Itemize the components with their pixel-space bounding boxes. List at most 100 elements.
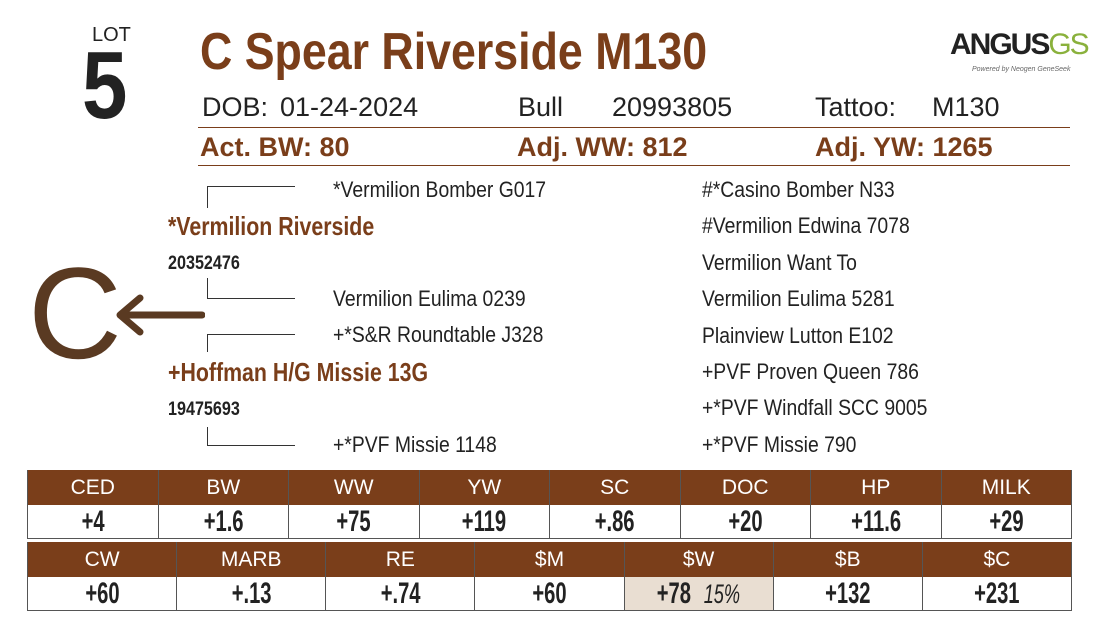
epd-header: WW	[289, 470, 420, 505]
weight: Adj. WW: 812	[517, 132, 688, 162]
weight: Adj. YW: 1265	[815, 132, 993, 162]
tattoo: M130	[932, 92, 1000, 122]
epd-value-text: +231	[969, 577, 1024, 611]
dam-sire: +*S&R Roundtable J328	[333, 322, 544, 347]
ancestor: Plainview Lutton E102	[702, 322, 894, 348]
value: +.86	[594, 505, 635, 538]
sex: Bull	[518, 92, 564, 122]
divider	[198, 165, 1070, 166]
epd-value: +.86	[550, 505, 681, 539]
epd-value: +132	[773, 577, 923, 611]
dob: 01-24-2024	[280, 92, 419, 122]
epd-value: +60	[28, 577, 178, 611]
epd-header-row: CW MARB RE $M $W $B $C	[27, 542, 1072, 577]
epd-value-text: +11.6	[845, 505, 906, 539]
epd-value: +.74	[326, 577, 476, 611]
epd-header: HP	[811, 470, 942, 505]
value: +29	[989, 505, 1024, 538]
value: +60	[84, 577, 120, 610]
divider	[198, 127, 1070, 128]
ancestor: #Vermilion Edwina 7078	[702, 213, 910, 239]
epd-header: CED	[28, 470, 159, 505]
value: +75	[336, 505, 371, 538]
logo: ANGUSGS	[950, 28, 1090, 61]
value: +1.6	[203, 505, 244, 538]
value: +78	[656, 577, 692, 610]
dam: +Hoffman H/G Missie 13G	[168, 357, 429, 387]
epd-value: +4	[28, 505, 159, 539]
value: +60	[532, 577, 567, 610]
lot-label: LOT	[92, 24, 131, 46]
value: +20	[728, 505, 763, 538]
epd-value-text: +1.6	[199, 505, 248, 539]
value: +11.6	[850, 505, 901, 538]
epd-value: +20	[680, 505, 811, 539]
epd-value-text: +.74	[376, 577, 425, 611]
epd-header: MARB	[177, 542, 327, 577]
bracket	[207, 334, 208, 352]
epd-value-text: +.13	[227, 577, 276, 611]
dob-label: DOB:	[202, 92, 269, 122]
bracket	[207, 445, 295, 446]
bracket	[207, 186, 208, 208]
epd-value: +60	[475, 577, 625, 611]
epd-header: $M	[475, 542, 625, 577]
epd-value: +29	[941, 505, 1072, 539]
epd-header: $B	[773, 542, 923, 577]
sire-registration: 20352476	[168, 253, 240, 274]
ancestor: Vermilion Want To	[702, 249, 857, 275]
ancestor: #*Casino Bomber N33	[702, 177, 895, 202]
percentile: 15%	[703, 579, 741, 609]
dam-registration: 19475693	[168, 399, 240, 420]
epd-value-text: +4	[79, 505, 107, 539]
epd-header: RE	[326, 542, 476, 577]
value: +.13	[231, 577, 272, 610]
dam-dam: +*PVF Missie 1148	[333, 432, 497, 457]
epd-header: CW	[28, 542, 178, 577]
epd-header-row: CED BW WW YW SC DOC HP MILK	[27, 470, 1072, 505]
epd-value-text: +60	[81, 577, 123, 611]
epd-value: +75	[289, 505, 420, 539]
epd-value: +1.6	[158, 505, 289, 539]
registration: 20993805	[612, 92, 733, 122]
bracket	[207, 278, 208, 298]
arrow	[116, 294, 205, 336]
logo-accent: GS	[1048, 28, 1089, 61]
bracket	[207, 186, 295, 187]
epd-value-row: +60 +.13 +.74 +60 +78 15% +132 +231	[27, 577, 1072, 611]
epd-header: $C	[922, 542, 1072, 577]
value: +132	[825, 577, 871, 610]
logo-tagline: Powered by Neogen GeneSeek	[972, 66, 1071, 73]
bracket	[207, 334, 295, 335]
epd-value: +.13	[177, 577, 327, 611]
epd-header: YW	[419, 470, 550, 505]
bracket	[207, 298, 295, 299]
ancestor: +PVF Proven Queen 786	[702, 359, 919, 384]
arrow-path	[116, 294, 205, 336]
animal-name: C Spear Riverside M130	[200, 23, 708, 81]
epd-value-text: +.86	[590, 505, 639, 539]
epd-value: +231	[922, 577, 1072, 611]
sire-dam: Vermilion Eulima 0239	[333, 286, 526, 311]
epd-value: +119	[419, 505, 550, 539]
ancestor: Vermilion Eulima 5281	[702, 286, 895, 312]
epd-value-text: +29	[985, 505, 1027, 539]
value: +4	[81, 505, 105, 538]
epd-value-text: +78 15%	[653, 577, 744, 611]
value: +.74	[380, 577, 421, 610]
ancestor: +*PVF Missie 790	[702, 431, 857, 457]
epd-header: $W	[624, 542, 774, 577]
epd-value-text: +132	[820, 577, 875, 611]
value: +231	[974, 577, 1020, 610]
weight: Act. BW: 80	[200, 132, 350, 162]
epd-header: BW	[158, 470, 289, 505]
grade: C	[28, 240, 122, 386]
epd-value: +78 15%	[624, 577, 774, 611]
sire-sire: *Vermilion Bomber G017	[333, 177, 547, 202]
sire: *Vermilion Riverside	[168, 211, 375, 241]
tattoo-label: Tattoo:	[815, 92, 897, 122]
epd-header: MILK	[941, 470, 1072, 505]
epd-value-text: +75	[333, 505, 375, 539]
lot-number: 5	[82, 32, 128, 139]
